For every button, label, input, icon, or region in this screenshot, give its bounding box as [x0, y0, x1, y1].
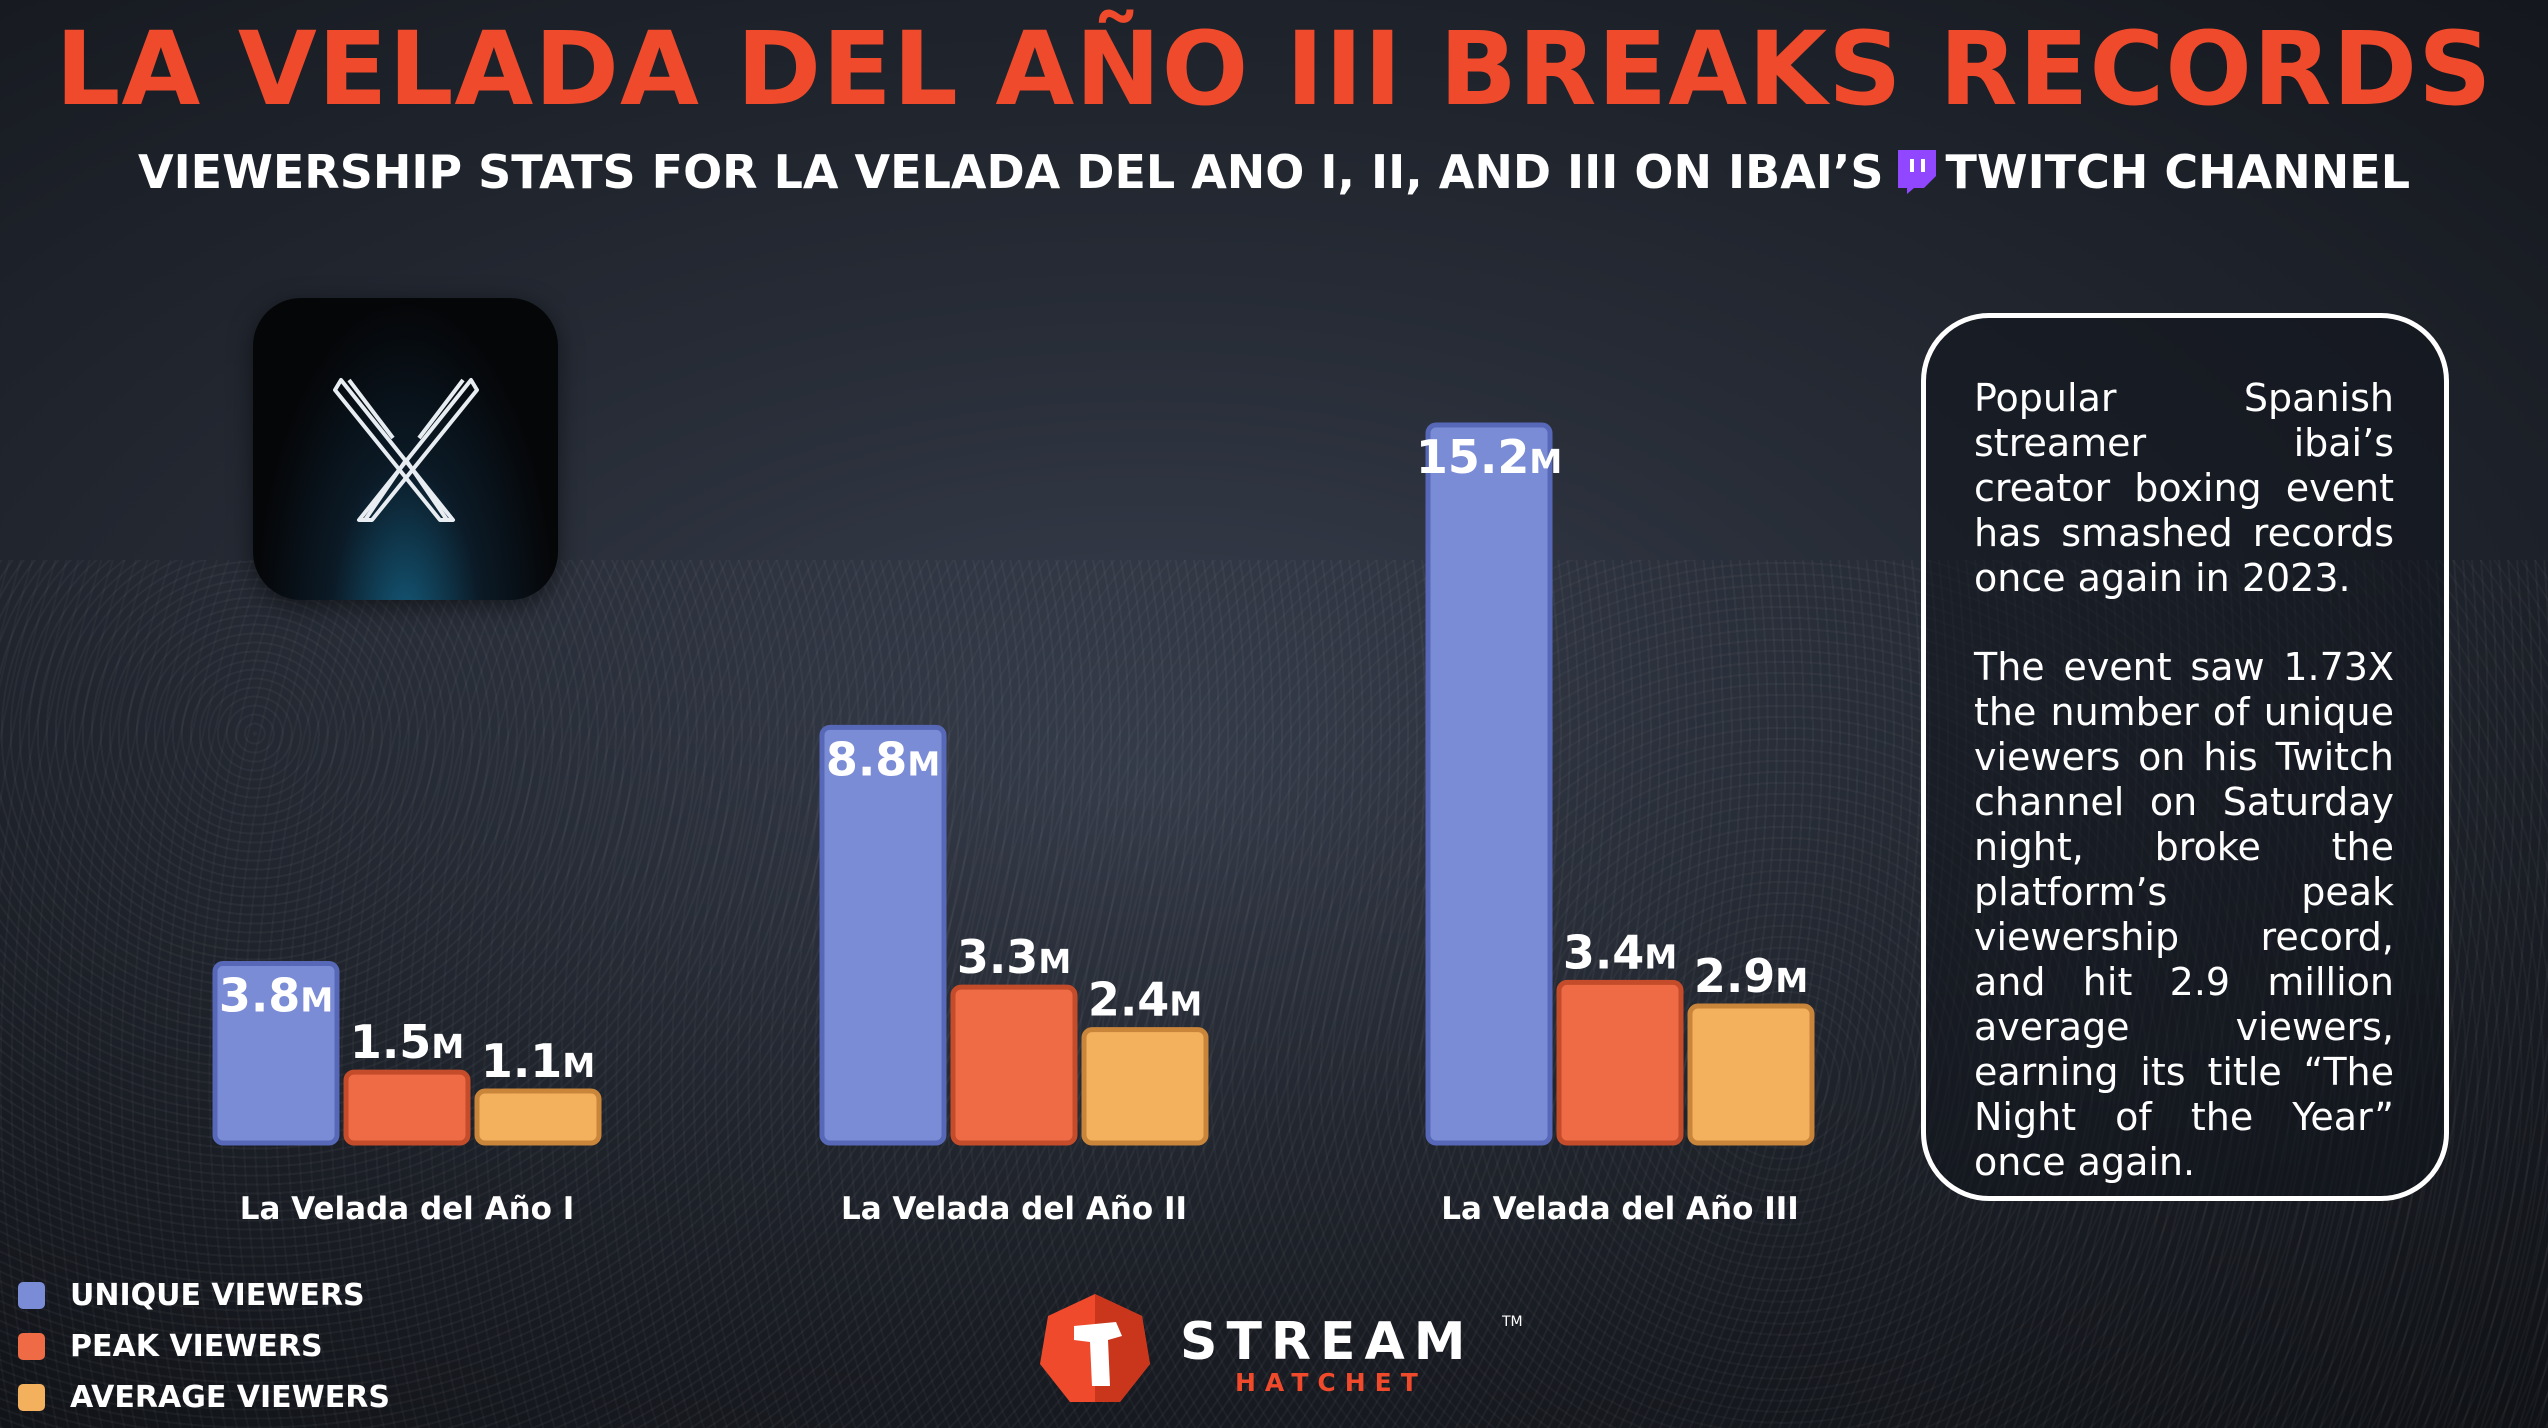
bar-chart: 3.8M 1.5M 1.1M La Velada del Año I 8.8M 3.3M 2… — [212, 422, 1815, 1227]
data-label-average-3: 2.9M — [1694, 949, 1808, 1003]
info-paragraph-1: Popular Spanish streamer ibai’s creator … — [1974, 376, 2394, 600]
subtitle-text: VIEWERSHIP STATS FOR LA VELADA DEL ANO I… — [137, 145, 1884, 199]
legend-label: UNIQUE VIEWERS — [70, 1278, 365, 1313]
app-logo-icon — [253, 298, 558, 600]
bar-unique-2 — [819, 724, 947, 1146]
page-subtitle: VIEWERSHIP STATS FOR LA VELADA DEL ANO I… — [0, 140, 2548, 204]
hatchet-icon — [1040, 1294, 1150, 1402]
data-label-peak-3: 3.4M — [1563, 925, 1677, 979]
subtitle-text-end: TWITCH CHANNEL — [1945, 145, 2411, 199]
bar-average-1 — [474, 1088, 602, 1146]
info-paragraph-2: The event saw 1.73X the number of unique… — [1974, 645, 2394, 1184]
data-label-average-1: 1.1M — [481, 1034, 595, 1088]
bar-peak-1 — [343, 1069, 471, 1146]
logo-hatchet-text: HATCHET — [1235, 1368, 1427, 1397]
bar-average-3 — [1687, 1003, 1815, 1146]
bar-average-2 — [1081, 1027, 1209, 1146]
legend-swatch — [18, 1282, 45, 1309]
data-label-unique-3: 15.2M — [1416, 430, 1562, 484]
chart-legend: UNIQUE VIEWERS PEAK VIEWERS AVERAGE VIEWER… — [18, 1270, 390, 1423]
legend-swatch — [18, 1384, 45, 1411]
bar-unique-3 — [1425, 422, 1553, 1146]
legend-item-1: UNIQUE VIEWERS — [18, 1270, 390, 1321]
bar-peak-2 — [950, 984, 1078, 1146]
category-label-2: La Velada del Año II — [841, 1191, 1187, 1227]
legend-label: AVERAGE VIEWERS — [70, 1380, 390, 1415]
legend-item-3: AVERAGE VIEWERS — [18, 1372, 390, 1423]
legend-label: PEAK VIEWERS — [70, 1329, 323, 1364]
logo-stream-text: STREAM — [1180, 1312, 1475, 1372]
bar-unique-1 — [212, 961, 340, 1146]
data-label-peak-1: 1.5M — [350, 1015, 464, 1069]
legend-item-2: PEAK VIEWERS — [18, 1321, 390, 1372]
twitch-icon — [1894, 146, 1936, 194]
logo-trademark: TM — [1502, 1314, 1523, 1330]
data-label-peak-2: 3.3M — [957, 930, 1071, 984]
page-title: LA VELADA DEL AÑO III BREAKS RECORDS — [55, 10, 2493, 129]
stream-hatchet-logo: STREAM HATCHET TM — [1030, 1290, 1530, 1410]
info-box: Popular Spanish streamer ibai’s creator … — [1921, 313, 2449, 1201]
data-label-unique-2: 8.8M — [826, 732, 940, 786]
category-label-3: La Velada del Año III — [1441, 1191, 1799, 1227]
legend-swatch — [18, 1333, 45, 1360]
bar-peak-3 — [1556, 979, 1684, 1146]
category-label-1: La Velada del Año I — [240, 1191, 575, 1227]
data-label-unique-1: 3.8M — [219, 969, 333, 1023]
data-label-average-2: 2.4M — [1088, 973, 1202, 1027]
